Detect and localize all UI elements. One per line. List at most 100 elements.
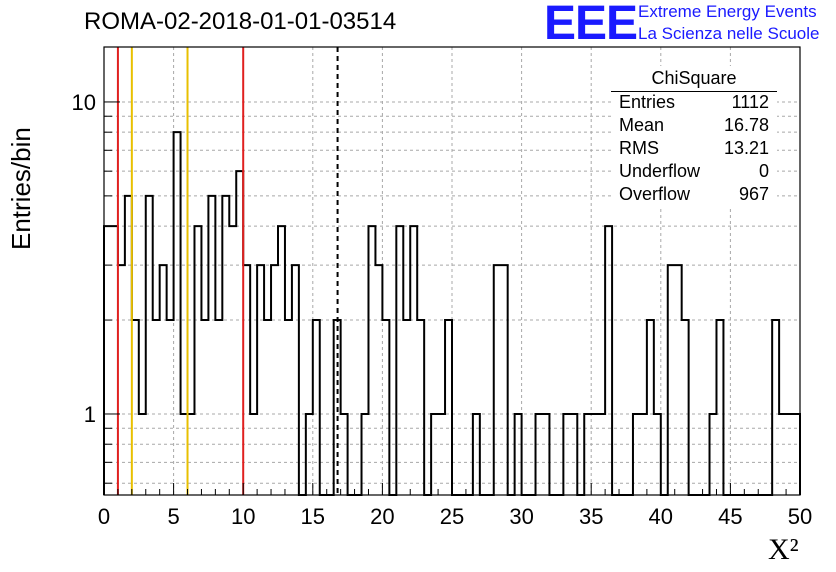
stats-value: 13.21: [723, 138, 769, 158]
stats-value: 16.78: [723, 115, 769, 135]
histogram-bin: [445, 320, 452, 495]
histogram-bin: [591, 414, 598, 495]
x-tick-label: 25: [440, 504, 464, 529]
histogram-bin: [362, 414, 369, 495]
y-axis-ticks: 1 10: [72, 90, 120, 484]
stats-label: Mean: [619, 115, 665, 135]
histogram-bin: [208, 196, 215, 495]
histogram-bin: [417, 320, 424, 495]
x-tick-label: 5: [167, 504, 179, 529]
histogram-bin: [668, 265, 675, 495]
histogram-bin: [229, 226, 236, 495]
chart-title: ROMA-02-2018-01-01-03514: [84, 8, 397, 35]
stats-label: RMS: [619, 138, 659, 158]
histogram-bin: [536, 414, 543, 495]
eee-logo: EEE: [544, 0, 638, 50]
reference-lines: [116, 47, 339, 495]
stats-value: 1112: [731, 92, 769, 112]
histogram-bin: [181, 414, 188, 495]
histogram-bin: [104, 226, 111, 495]
histogram-bin: [132, 320, 139, 495]
histogram-bin: [570, 414, 577, 495]
histogram-bin: [306, 414, 313, 495]
y-tick-label: 1: [84, 402, 96, 427]
histogram-bin: [271, 265, 278, 495]
histogram-bin: [410, 226, 417, 495]
histogram-bin: [786, 414, 793, 495]
histogram-bin: [174, 132, 181, 495]
histogram-bin: [501, 265, 508, 495]
histogram-bin: [494, 265, 501, 495]
histogram-bin: [250, 414, 257, 495]
logo-tagline-1: Extreme Energy Events: [638, 2, 817, 21]
histogram-bin: [403, 320, 410, 495]
x-tick-label: 15: [301, 504, 325, 529]
histogram-bin: [243, 265, 250, 495]
histogram-bin: [563, 414, 570, 495]
histogram-bin: [605, 226, 612, 495]
histogram-bin: [431, 414, 438, 495]
x-tick-label: 10: [231, 504, 255, 529]
stats-label: Overflow: [619, 184, 691, 204]
histogram-bin: [194, 226, 201, 495]
histogram-bin: [793, 414, 800, 495]
stats-value: 967: [738, 184, 769, 204]
histogram-bin: [598, 414, 605, 495]
stats-label: Underflow: [619, 161, 701, 181]
x-tick-label: 35: [579, 504, 603, 529]
histogram-bin: [111, 226, 118, 495]
histogram-bin: [515, 414, 522, 495]
histogram-bin: [139, 414, 146, 495]
histogram-bin: [236, 171, 243, 495]
histogram-bin: [313, 320, 320, 495]
histogram-bin: [633, 414, 640, 495]
histogram-bin: [584, 414, 591, 495]
y-axis-label: Entries/bin: [6, 127, 36, 250]
histogram-bin: [542, 414, 549, 495]
histogram-bin: [125, 196, 132, 495]
histogram-bin: [675, 265, 682, 495]
histogram-bin: [292, 265, 299, 495]
histogram-bin: [368, 226, 375, 495]
x-axis-label: X²: [768, 533, 799, 566]
histogram-bin: [710, 414, 717, 495]
logo-tagline-2: La Scienza nelle Scuole: [638, 24, 820, 43]
histogram-bin: [146, 196, 153, 495]
stats-title: ChiSquare: [651, 68, 737, 88]
stats-label: Entries: [619, 92, 676, 112]
histogram-bin: [682, 320, 689, 495]
histogram-bin: [640, 414, 647, 495]
histogram-bin: [118, 265, 125, 495]
histogram-bin: [779, 414, 786, 495]
histogram-bin: [257, 265, 264, 495]
histogram-bin: [382, 320, 389, 495]
x-tick-label: 20: [370, 504, 394, 529]
histogram-bin: [278, 226, 285, 495]
x-tick-label: 40: [649, 504, 673, 529]
histogram-bin: [375, 265, 382, 495]
histogram-bin: [285, 320, 292, 495]
y-tick-label: 10: [72, 90, 96, 115]
x-tick-label: 50: [788, 504, 812, 529]
histogram-bin: [341, 414, 348, 495]
x-tick-label: 45: [718, 504, 742, 529]
histogram-bin: [264, 320, 271, 495]
stats-divider: [611, 91, 777, 92]
x-axis-ticks: 0 5 10 15 20 25 30 35 40 45 50: [98, 483, 812, 529]
x-tick-label: 30: [509, 504, 533, 529]
histogram-bin: [716, 320, 723, 495]
histogram-bin: [473, 414, 480, 495]
x-tick-label: 0: [98, 504, 110, 529]
stats-value: 0: [758, 161, 769, 181]
histogram-bin: [153, 320, 160, 495]
histogram-bin: [654, 414, 661, 495]
histogram-bin: [215, 320, 222, 495]
histogram-bin: [647, 320, 654, 495]
histogram-bin: [160, 265, 167, 495]
histogram-bin: [396, 226, 403, 495]
histogram-bin: [188, 414, 195, 495]
histogram-bin: [167, 320, 174, 495]
stats-box: ChiSquare Entries 1112 Mean 16.78 RMS 13…: [611, 66, 777, 206]
histogram-bin: [222, 196, 229, 495]
